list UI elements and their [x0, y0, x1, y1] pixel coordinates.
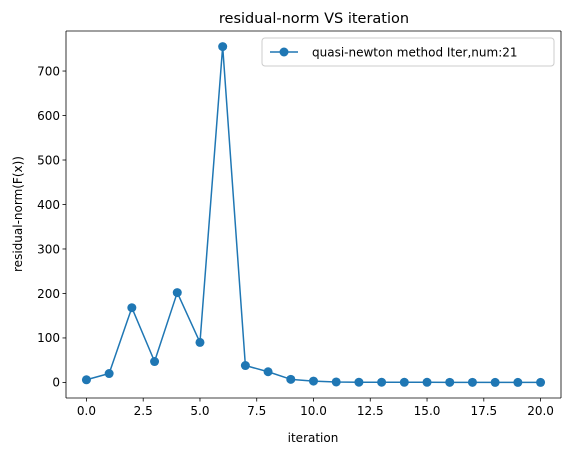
data-point [81, 375, 91, 385]
x-tick-label: 10.0 [300, 404, 327, 418]
data-point [127, 303, 137, 313]
series-layer [81, 42, 546, 387]
data-point [218, 42, 228, 52]
chart-title: residual-norm VS iteration [219, 11, 409, 27]
data-point [422, 377, 432, 387]
y-tick-label: 700 [37, 64, 60, 78]
data-point [172, 288, 182, 298]
x-axis-label: iteration [288, 431, 339, 445]
y-tick-label: 300 [37, 242, 60, 256]
data-point [354, 377, 364, 387]
legend-label: quasi-newton method Iter,num:21 [312, 46, 518, 60]
legend-marker-swatch [279, 47, 289, 57]
x-tick-label: 5.0 [190, 404, 209, 418]
data-point [263, 367, 273, 377]
y-tick-label: 200 [37, 287, 60, 301]
x-tick-label: 12.5 [357, 404, 384, 418]
data-point [150, 357, 160, 367]
y-tick-label: 400 [37, 198, 60, 212]
x-axis-ticks: 0.0 2.5 5.0 7.5 10.0 12.5 15.0 17.5 20.0 [77, 398, 554, 418]
y-tick-label: 600 [37, 109, 60, 123]
axes-frame [65, 30, 562, 399]
data-point [399, 377, 409, 387]
x-tick-label: 15.0 [414, 404, 441, 418]
data-point [309, 376, 318, 386]
x-tick-label: 20.0 [527, 404, 554, 418]
x-tick-label: 7.5 [247, 404, 266, 418]
y-tick-label: 500 [37, 153, 60, 167]
y-tick-label: 0 [52, 376, 60, 390]
data-point [195, 337, 205, 347]
data-point [104, 369, 114, 379]
legend-box [261, 37, 555, 67]
data-point [240, 361, 250, 371]
x-tick-label: 17.5 [470, 404, 497, 418]
data-point [445, 377, 455, 387]
data-point [331, 377, 341, 387]
x-tick-label: 2.5 [134, 404, 153, 418]
data-point [490, 377, 500, 387]
data-point [286, 374, 296, 384]
plot-area [66, 31, 561, 398]
y-axis-ticks: 0 100 200 300 400 500 600 700 [37, 64, 66, 390]
y-axis-label: residual-norm(F(x)) [11, 156, 25, 272]
y-tick-label: 100 [37, 331, 60, 345]
data-point [536, 377, 546, 387]
data-point [513, 377, 523, 387]
x-tick-label: 0.0 [77, 404, 96, 418]
legend: quasi-newton method Iter,num:21 [261, 37, 555, 67]
data-point [467, 377, 477, 387]
data-point [377, 377, 387, 387]
